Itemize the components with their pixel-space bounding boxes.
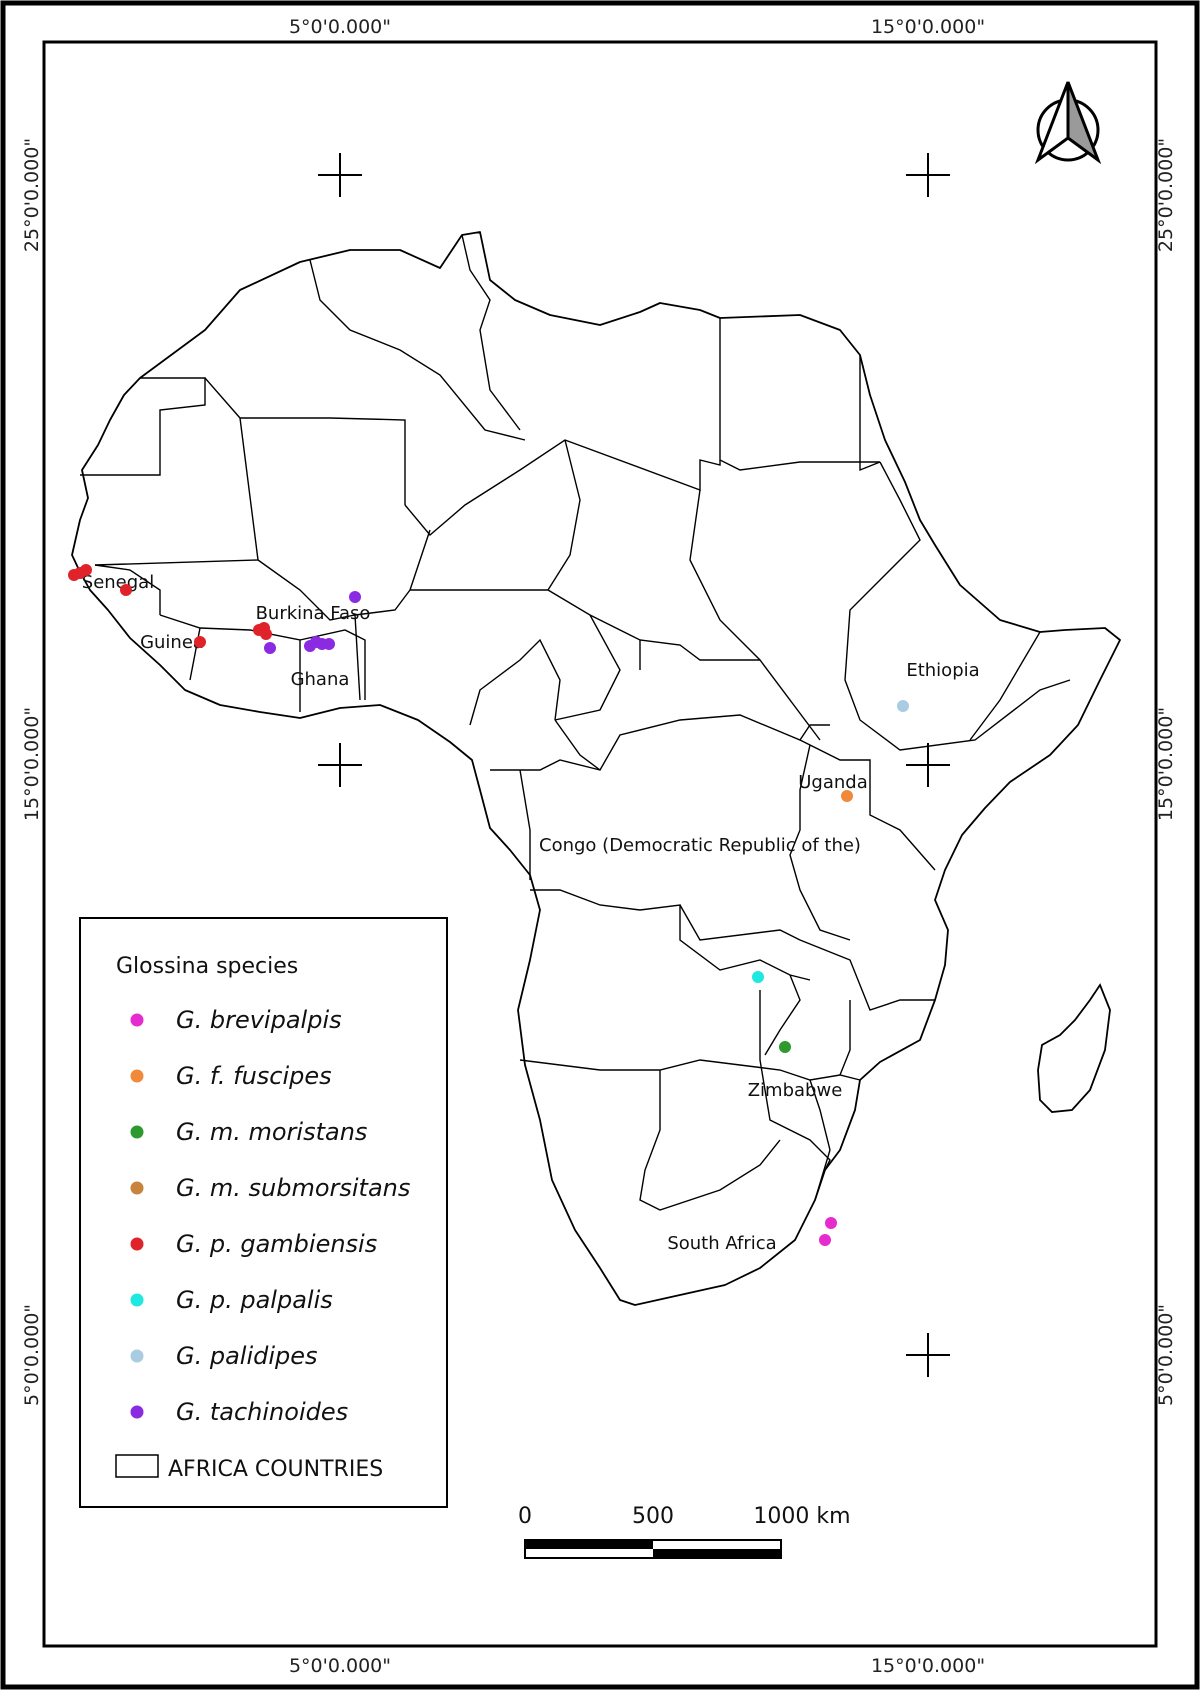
legend-item-label: G. f. fuscipes xyxy=(176,1062,332,1090)
occurrence-point xyxy=(841,790,853,802)
occurrence-point xyxy=(825,1217,837,1229)
north-arrow-icon xyxy=(1034,81,1102,165)
scale-bar: 0 500 1000 km xyxy=(518,1504,851,1559)
graticule-cross xyxy=(906,743,950,787)
map-frame xyxy=(42,40,1158,1648)
graticule-cross xyxy=(318,153,362,197)
country-label: Uganda xyxy=(798,772,868,793)
occurrence-point xyxy=(897,700,909,712)
coord-top-1: 5°0'0.000" xyxy=(289,16,391,38)
legend-items: G. brevipalpis G. f. fuscipes G. m. morist… xyxy=(130,1006,410,1426)
country-label: Congo (Democratic Republic of the) xyxy=(539,835,861,856)
legend-swatch xyxy=(130,1013,144,1027)
scale-bar-segment xyxy=(653,1549,781,1558)
legend-polygon-swatch xyxy=(115,1454,159,1478)
occurrence-point xyxy=(752,971,764,983)
legend-item-label: G. p. palpalis xyxy=(176,1286,333,1314)
legend-swatch xyxy=(130,1125,144,1139)
country-borders xyxy=(80,234,1071,1211)
legend-item-label: G. palidipes xyxy=(176,1342,318,1370)
occurrence-point xyxy=(194,636,206,648)
coord-right-2: 15°0'0.000" xyxy=(1155,707,1177,821)
coord-bottom-2: 15°0'0.000" xyxy=(871,1655,985,1677)
legend-swatch xyxy=(130,1293,144,1307)
legend-swatch xyxy=(130,1405,144,1419)
legend-swatch xyxy=(130,1181,144,1195)
legend-item-label: G. tachinoides xyxy=(176,1398,348,1426)
coord-left-1: 25°0'0.000" xyxy=(21,138,43,252)
legend-title: Glossina species xyxy=(116,954,298,979)
occurrence-point xyxy=(258,622,270,634)
country-label: South Africa xyxy=(667,1233,776,1254)
country-label: Ethiopia xyxy=(906,660,979,681)
coord-top-2: 15°0'0.000" xyxy=(871,16,985,38)
legend-swatch xyxy=(130,1237,144,1251)
coord-left-2: 15°0'0.000" xyxy=(21,707,43,821)
occurrence-point xyxy=(323,638,335,650)
scale-label-1000: 1000 km xyxy=(753,1504,850,1529)
legend-item-label: G. m. submorsitans xyxy=(176,1174,410,1202)
country-label: Zimbabwe xyxy=(748,1080,843,1101)
occurrence-points xyxy=(68,564,909,1246)
occurrence-point xyxy=(819,1234,831,1246)
coord-right-1: 25°0'0.000" xyxy=(1155,138,1177,252)
legend-swatch xyxy=(130,1349,144,1363)
madagascar-outline xyxy=(1037,983,1111,1113)
legend-item-label: G. p. gambiensis xyxy=(176,1230,377,1258)
graticule-crosses xyxy=(318,153,950,1377)
coord-bottom-1: 5°0'0.000" xyxy=(289,1655,391,1677)
country-label: Senegal xyxy=(82,572,154,593)
occurrence-point xyxy=(349,591,361,603)
graticule-cross xyxy=(318,743,362,787)
country-label: Burkina Faso xyxy=(256,603,371,624)
scale-label-0: 0 xyxy=(518,1504,532,1529)
coord-left-3: 5°0'0.000" xyxy=(21,1304,43,1406)
occurrence-point xyxy=(120,584,132,596)
legend-swatch xyxy=(130,1069,144,1083)
country-label: Guinea xyxy=(140,632,204,653)
legend-item-label: G. m. moristans xyxy=(176,1118,367,1146)
graticule-cross xyxy=(906,1333,950,1377)
graticule-cross xyxy=(906,153,950,197)
occurrence-point xyxy=(80,564,92,576)
legend: Glossina species G. brevipalpis G. f. fus… xyxy=(79,917,448,1508)
occurrence-point xyxy=(264,642,276,654)
legend-polygon-label: AFRICA COUNTRIES xyxy=(168,1457,383,1482)
coord-right-3: 5°0'0.000" xyxy=(1155,1304,1177,1406)
legend-item-label: G. brevipalpis xyxy=(176,1006,342,1034)
scale-bar-segment xyxy=(525,1540,653,1549)
scale-label-500: 500 xyxy=(632,1504,674,1529)
country-label: Ghana xyxy=(291,669,350,690)
occurrence-point xyxy=(779,1041,791,1053)
